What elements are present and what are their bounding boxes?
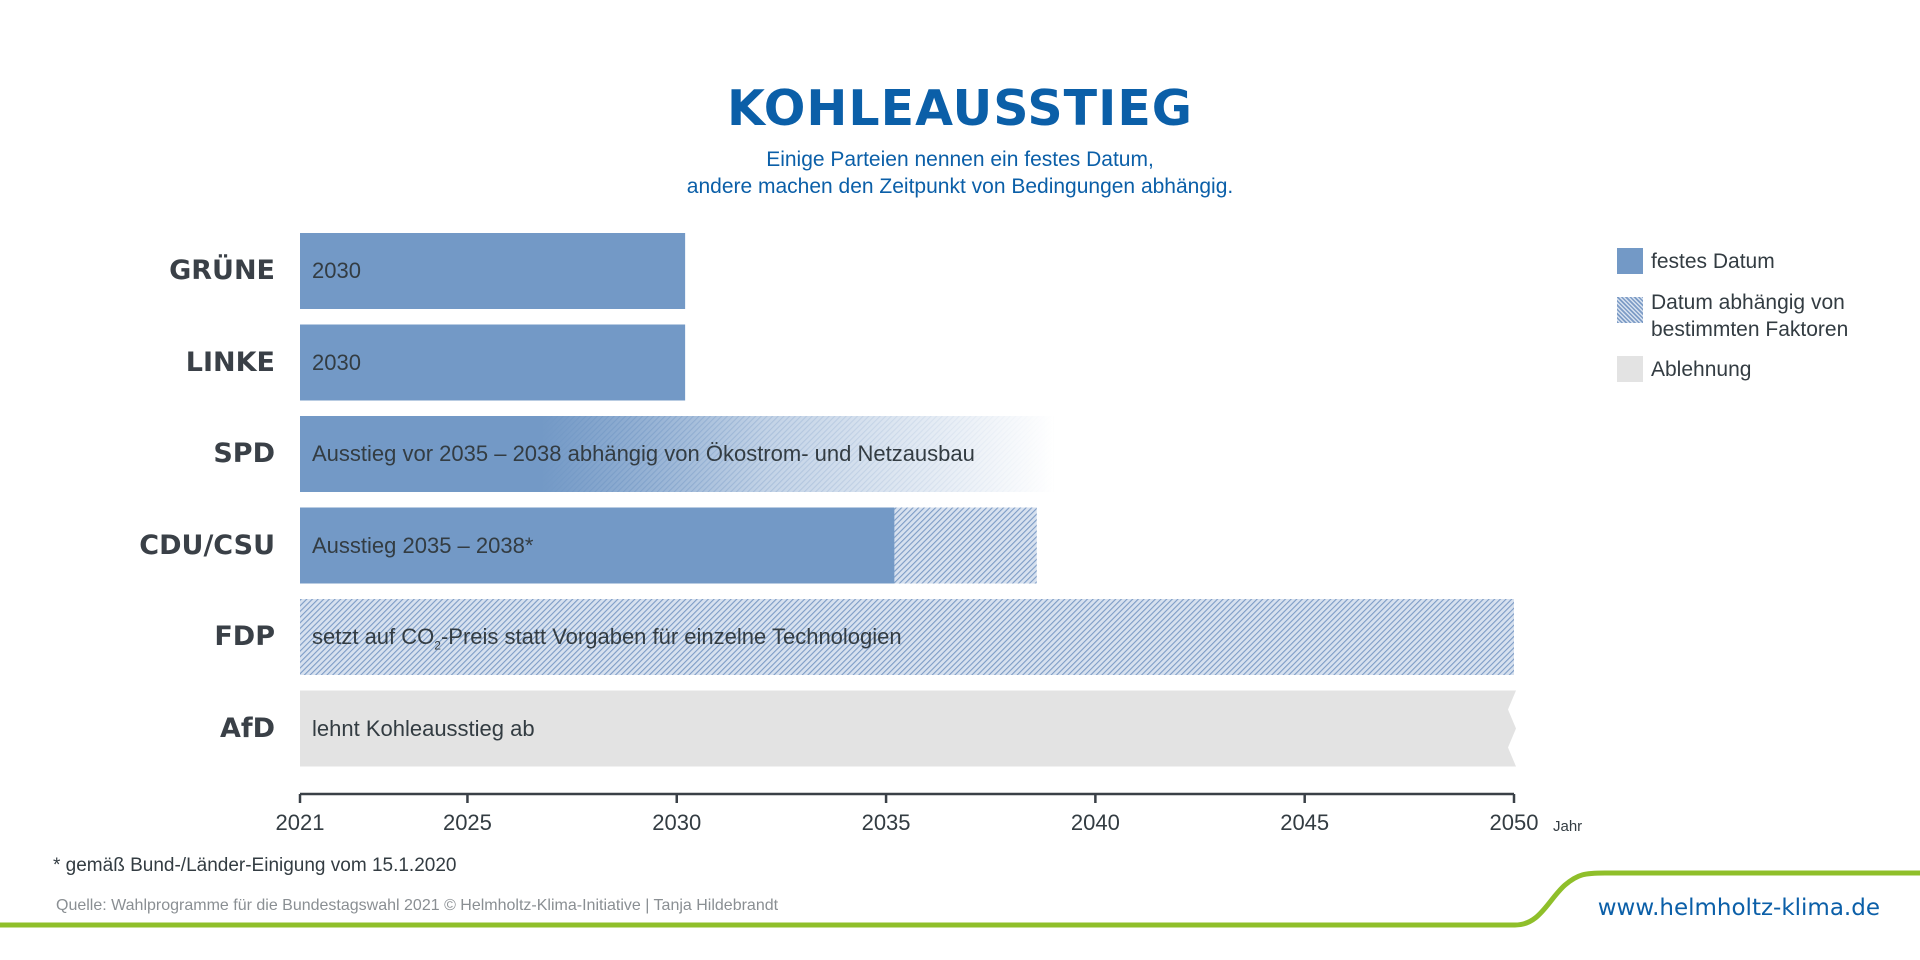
bar-label-afd: lehnt Kohleausstieg ab <box>312 716 535 742</box>
bar-label-text-rest: -Preis statt Vorgaben für einzelne Techn… <box>440 624 902 649</box>
legend-label-conditional: Datum abhängig von bestimmten Faktoren <box>1651 291 1849 341</box>
source-credit: Quelle: Wahlprogramme für die Bundestags… <box>56 897 779 914</box>
bar-linke-segment-0 <box>300 324 686 401</box>
legend-swatch-conditional <box>1617 297 1643 323</box>
bar-afd-segment-0 <box>300 690 1516 767</box>
category-label-linke: LINKE <box>185 346 275 378</box>
category-label-cdu-csu: CDU/CSU <box>139 529 275 561</box>
x-tick-label-2025: 2025 <box>442 810 492 835</box>
accent-line <box>0 870 1920 928</box>
chart-subtitle-line-2: andere machen den Zeitpunkt von Bedingun… <box>686 175 1234 198</box>
x-axis-unit-label: Jahr <box>1553 818 1583 835</box>
legend-label-rejection: Ablehnung <box>1651 358 1752 381</box>
bar-cdu-csu-segment-0 <box>300 507 895 584</box>
bar-label-spd: Ausstieg vor 2035 – 2038 abhängig von Ök… <box>312 441 975 467</box>
x-tick-label-2021: 2021 <box>275 810 325 835</box>
legend-label-fixed: festes Datum <box>1651 250 1775 273</box>
bar-label-text: Ausstieg 2035 – 2038* <box>312 532 534 558</box>
category-label-afd: AfD <box>219 712 275 744</box>
chart-subtitle-line-1: Einige Parteien nennen ein festes Datum, <box>766 148 1154 171</box>
legend-swatch-fixed <box>1617 248 1643 274</box>
category-label-fdp: FDP <box>214 621 275 652</box>
x-tick-label-2040: 2040 <box>1070 810 1120 835</box>
bar-spd-segment-0 <box>300 416 1054 492</box>
bar-label-text: 2030 <box>312 258 361 283</box>
bar-label-text: 2030 <box>312 349 361 375</box>
category-label-gr-ne: GRÜNE <box>169 255 275 286</box>
category-label-spd: SPD <box>213 438 275 469</box>
footnote: * gemäß Bund-/Länder-Einigung vom 15.1.2… <box>53 855 457 876</box>
x-tick-label-2035: 2035 <box>861 810 911 835</box>
bar-cdu-csu-segment-1 <box>894 507 1037 584</box>
website-url[interactable]: www.helmholtz-klima.de <box>1597 895 1880 921</box>
bar-fdp-segment-0 <box>300 599 1514 675</box>
bar-label-fdp: setzt auf CO2-Preis statt Vorgaben für e… <box>312 624 902 658</box>
bar-label-subscript: 2 <box>434 638 441 653</box>
bar-label-cdu-csu: Ausstieg 2035 – 2038* <box>312 533 533 559</box>
bar-label-text: lehnt Kohleausstieg ab <box>312 715 535 741</box>
legend-swatch-rejection <box>1617 356 1643 382</box>
x-tick-label-2050: 2050 <box>1489 810 1539 835</box>
bar-label-text: Ausstieg vor 2035 – 2038 abhängig von Ök… <box>312 441 975 466</box>
bar-label-text: setzt auf CO <box>312 624 435 649</box>
x-tick-label-2045: 2045 <box>1280 810 1330 835</box>
bar-label-gr-ne: 2030 <box>312 258 361 284</box>
bar-gr-ne-segment-0 <box>300 233 686 309</box>
chart-title: KOHLEAUSSTIEG <box>726 80 1194 137</box>
x-tick-label-2030: 2030 <box>652 810 702 835</box>
bar-label-linke: 2030 <box>312 350 361 376</box>
